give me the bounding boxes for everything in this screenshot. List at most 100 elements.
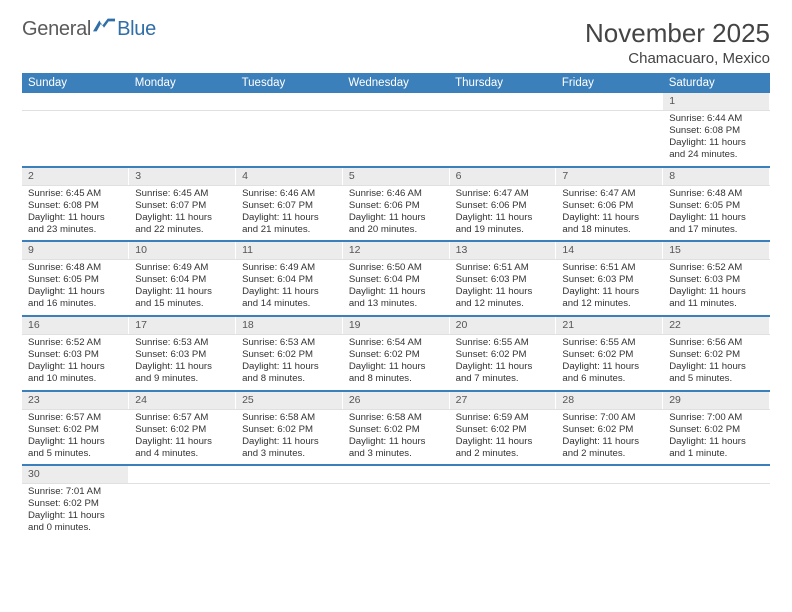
day-content-cell: Sunrise: 6:57 AMSunset: 6:02 PMDaylight:… (22, 409, 129, 465)
day-content-cell: Sunrise: 6:56 AMSunset: 6:02 PMDaylight:… (663, 335, 770, 391)
day-number-cell: 22 (663, 316, 770, 335)
day-content-cell (556, 111, 663, 167)
day-content-cell: Sunrise: 6:44 AMSunset: 6:08 PMDaylight:… (663, 111, 770, 167)
day-content-cell: Sunrise: 6:55 AMSunset: 6:02 PMDaylight:… (556, 335, 663, 391)
day-content-cell: Sunrise: 6:45 AMSunset: 6:07 PMDaylight:… (129, 185, 236, 241)
day-number-cell (129, 93, 236, 111)
logo-text-blue: Blue (117, 18, 156, 41)
day-content-cell: Sunrise: 7:00 AMSunset: 6:02 PMDaylight:… (556, 409, 663, 465)
day-number-cell: 13 (449, 241, 556, 260)
day-of-week-header: Monday (129, 73, 236, 93)
day-content-cell: Sunrise: 6:55 AMSunset: 6:02 PMDaylight:… (449, 335, 556, 391)
day-content-cell: Sunrise: 6:47 AMSunset: 6:06 PMDaylight:… (556, 185, 663, 241)
day-number-cell: 1 (663, 93, 770, 111)
day-content-cell: Sunrise: 7:00 AMSunset: 6:02 PMDaylight:… (663, 409, 770, 465)
day-content-cell (449, 111, 556, 167)
day-number-cell: 25 (236, 391, 343, 410)
day-number-cell: 23 (22, 391, 129, 410)
day-number-cell: 7 (556, 167, 663, 186)
content-row: Sunrise: 6:57 AMSunset: 6:02 PMDaylight:… (22, 409, 770, 465)
day-of-week-header: Thursday (449, 73, 556, 93)
daynum-row: 2345678 (22, 167, 770, 186)
daynum-row: 16171819202122 (22, 316, 770, 335)
header: General Blue November 2025 Chamacuaro, M… (22, 18, 770, 67)
day-content-cell (129, 111, 236, 167)
day-content-cell: Sunrise: 6:46 AMSunset: 6:07 PMDaylight:… (236, 185, 343, 241)
day-content-cell: Sunrise: 6:53 AMSunset: 6:02 PMDaylight:… (236, 335, 343, 391)
day-content-cell: Sunrise: 6:54 AMSunset: 6:02 PMDaylight:… (342, 335, 449, 391)
day-of-week-row: SundayMondayTuesdayWednesdayThursdayFrid… (22, 73, 770, 93)
day-content-cell (236, 484, 343, 540)
day-content-cell (449, 484, 556, 540)
daynum-row: 23242526272829 (22, 391, 770, 410)
day-number-cell: 28 (556, 391, 663, 410)
flag-icon (93, 18, 115, 32)
day-number-cell: 26 (342, 391, 449, 410)
day-number-cell (236, 465, 343, 484)
day-of-week-header: Saturday (663, 73, 770, 93)
day-content-cell (342, 111, 449, 167)
day-content-cell: Sunrise: 6:49 AMSunset: 6:04 PMDaylight:… (236, 260, 343, 316)
day-number-cell (556, 93, 663, 111)
daynum-row: 9101112131415 (22, 241, 770, 260)
day-content-cell: Sunrise: 6:57 AMSunset: 6:02 PMDaylight:… (129, 409, 236, 465)
day-number-cell: 24 (129, 391, 236, 410)
day-number-cell: 18 (236, 316, 343, 335)
day-content-cell (663, 484, 770, 540)
day-number-cell: 15 (663, 241, 770, 260)
day-of-week-header: Friday (556, 73, 663, 93)
title-block: November 2025 Chamacuaro, Mexico (585, 18, 770, 67)
day-number-cell: 14 (556, 241, 663, 260)
month-title: November 2025 (585, 18, 770, 49)
day-number-cell: 27 (449, 391, 556, 410)
day-content-cell: Sunrise: 6:49 AMSunset: 6:04 PMDaylight:… (129, 260, 236, 316)
content-row: Sunrise: 6:48 AMSunset: 6:05 PMDaylight:… (22, 260, 770, 316)
day-content-cell: Sunrise: 6:51 AMSunset: 6:03 PMDaylight:… (556, 260, 663, 316)
day-content-cell (129, 484, 236, 540)
day-content-cell: Sunrise: 6:48 AMSunset: 6:05 PMDaylight:… (22, 260, 129, 316)
daynum-row: 30 (22, 465, 770, 484)
day-content-cell: Sunrise: 6:50 AMSunset: 6:04 PMDaylight:… (342, 260, 449, 316)
day-number-cell (342, 93, 449, 111)
calendar-table: SundayMondayTuesdayWednesdayThursdayFrid… (22, 73, 770, 540)
day-number-cell: 4 (236, 167, 343, 186)
day-content-cell (236, 111, 343, 167)
content-row: Sunrise: 6:44 AMSunset: 6:08 PMDaylight:… (22, 111, 770, 167)
day-content-cell: Sunrise: 6:58 AMSunset: 6:02 PMDaylight:… (342, 409, 449, 465)
day-number-cell: 21 (556, 316, 663, 335)
day-number-cell (22, 93, 129, 111)
day-content-cell (556, 484, 663, 540)
day-number-cell (129, 465, 236, 484)
day-number-cell (449, 465, 556, 484)
day-content-cell (22, 111, 129, 167)
day-content-cell: Sunrise: 6:59 AMSunset: 6:02 PMDaylight:… (449, 409, 556, 465)
day-number-cell: 19 (342, 316, 449, 335)
day-content-cell: Sunrise: 6:52 AMSunset: 6:03 PMDaylight:… (22, 335, 129, 391)
day-content-cell: Sunrise: 6:51 AMSunset: 6:03 PMDaylight:… (449, 260, 556, 316)
day-number-cell: 30 (22, 465, 129, 484)
content-row: Sunrise: 6:45 AMSunset: 6:08 PMDaylight:… (22, 185, 770, 241)
day-number-cell: 17 (129, 316, 236, 335)
day-of-week-header: Sunday (22, 73, 129, 93)
day-number-cell (342, 465, 449, 484)
day-number-cell: 3 (129, 167, 236, 186)
day-number-cell: 11 (236, 241, 343, 260)
day-number-cell (556, 465, 663, 484)
day-number-cell: 10 (129, 241, 236, 260)
day-number-cell: 6 (449, 167, 556, 186)
day-number-cell: 12 (342, 241, 449, 260)
day-content-cell: Sunrise: 6:58 AMSunset: 6:02 PMDaylight:… (236, 409, 343, 465)
day-number-cell (236, 93, 343, 111)
day-content-cell: Sunrise: 6:45 AMSunset: 6:08 PMDaylight:… (22, 185, 129, 241)
day-number-cell: 29 (663, 391, 770, 410)
content-row: Sunrise: 6:52 AMSunset: 6:03 PMDaylight:… (22, 335, 770, 391)
day-number-cell: 20 (449, 316, 556, 335)
logo: General Blue (22, 18, 156, 41)
logo-text-general: General (22, 18, 91, 41)
location: Chamacuaro, Mexico (585, 50, 770, 67)
day-content-cell: Sunrise: 6:47 AMSunset: 6:06 PMDaylight:… (449, 185, 556, 241)
day-number-cell: 9 (22, 241, 129, 260)
day-content-cell: Sunrise: 6:52 AMSunset: 6:03 PMDaylight:… (663, 260, 770, 316)
day-number-cell: 8 (663, 167, 770, 186)
day-number-cell: 2 (22, 167, 129, 186)
